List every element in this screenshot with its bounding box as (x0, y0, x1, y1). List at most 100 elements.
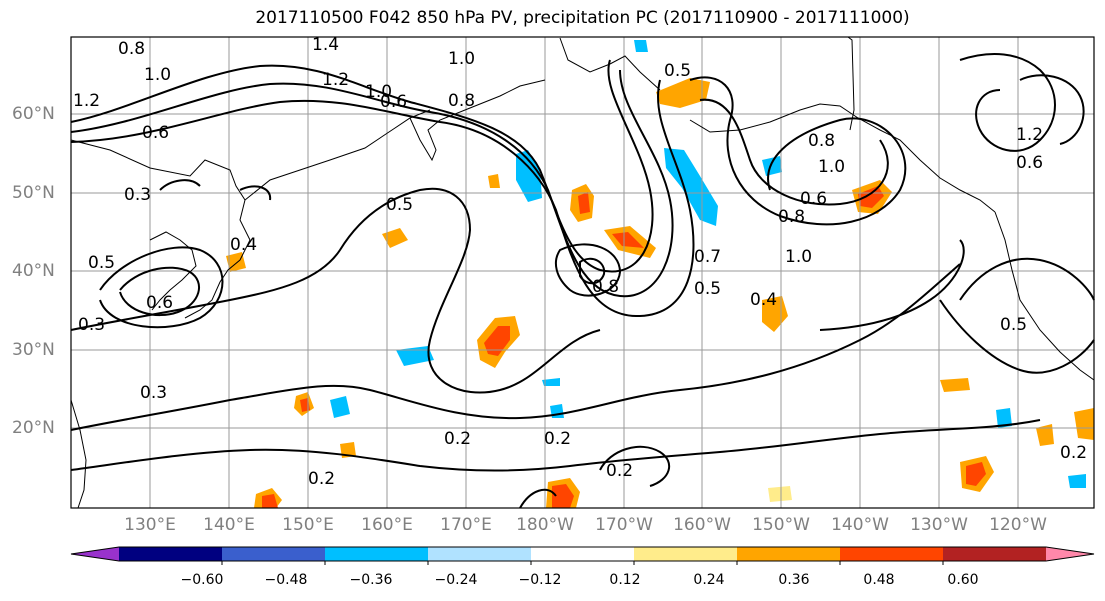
colorbar-tick-label: −0.24 (434, 572, 478, 588)
colorbar-segment (119, 547, 223, 561)
contour-label: 0.2 (1060, 443, 1087, 463)
contour-label: 0.5 (386, 195, 413, 215)
contour-label: 0.6 (146, 293, 173, 313)
colorbar-tick-label: 0.36 (778, 572, 810, 588)
contour-label: 0.6 (1016, 153, 1043, 173)
contour-labels: 1.4 1.0 1.2 0.8 1.0 0.6 1.2 0.8 1.0 0.6 … (73, 35, 1087, 489)
precip-positive-patch (578, 192, 590, 214)
lat-label: 20°N (12, 418, 55, 438)
plot-title: 2017110500 F042 850 hPa PV, precipitatio… (255, 8, 910, 28)
colorbar-tick-label: −0.12 (518, 572, 562, 588)
colorbar-extend-min (71, 547, 119, 561)
precip-positive-patch (940, 378, 970, 392)
contour-label: 1.2 (1016, 125, 1043, 145)
colorbar-tick-label: 0.12 (609, 572, 641, 588)
precip-positive-patch (382, 228, 408, 248)
precip-negative-patch (762, 156, 782, 176)
contour-label: 1.0 (818, 157, 845, 177)
contour-label: 0.6 (142, 123, 169, 143)
precip-positive-patch (262, 494, 278, 508)
colorbar-tick-label: −0.36 (349, 572, 393, 588)
colorbar-segment (634, 547, 738, 561)
precip-positive-patch (966, 462, 986, 486)
precip-positive-patch (656, 78, 710, 108)
contour-label: 0.4 (750, 290, 777, 310)
contour-label: 0.5 (694, 279, 721, 299)
lon-label: 130°E (124, 515, 176, 535)
precip-positive-patch (858, 186, 884, 208)
colorbar-tick-label: 0.60 (947, 572, 979, 588)
contour-label: 1.0 (448, 49, 475, 69)
contour-label: 0.7 (694, 247, 721, 267)
colorbar-segment (325, 547, 429, 561)
contour-label: 0.2 (308, 469, 335, 489)
contour-label: 1.0 (365, 82, 392, 102)
precip-negative-patch (330, 396, 350, 418)
colorbar-segment (222, 547, 326, 561)
contour-label: 0.8 (778, 207, 805, 227)
precip-positive-patch (552, 484, 574, 508)
precip-positive-patch (1036, 424, 1054, 446)
lon-label: 140°E (203, 515, 255, 535)
precip-positive-patch (484, 326, 510, 356)
map-frame (70, 36, 1095, 509)
contour-label: 1.0 (785, 247, 812, 267)
contour-label: 0.5 (88, 253, 115, 273)
contour-label: 0.3 (140, 383, 167, 403)
contour-label: 0.8 (808, 131, 835, 151)
colorbar-segment (531, 547, 635, 561)
lon-label: 160°E (361, 515, 413, 535)
precip-negative-patch (396, 346, 434, 366)
colorbar-segment (737, 547, 841, 561)
pv-contours (70, 53, 1095, 509)
colorbar-segment (428, 547, 532, 561)
contour-label: 0.5 (1000, 315, 1027, 335)
lon-label: 140°W (831, 515, 889, 535)
colorbar-extend-max (1046, 547, 1094, 561)
lon-label: 120°W (989, 515, 1047, 535)
contour-label: 0.8 (118, 39, 145, 59)
lon-label: 170°W (595, 515, 653, 535)
lat-label: 60°N (12, 104, 55, 124)
lon-label: 180°W (516, 515, 574, 535)
precip-positive-patch (488, 174, 500, 188)
contour-label: 0.5 (664, 61, 691, 81)
precip-negative-patch (542, 378, 560, 386)
contour-label: 0.6 (800, 189, 827, 209)
lon-label: 150°W (752, 515, 810, 535)
contour-label: 1.2 (322, 70, 349, 90)
contour-label: 0.3 (78, 315, 105, 335)
contour-label: 0.8 (592, 277, 619, 297)
precip-negative-patch (634, 40, 648, 52)
contour-label: 0.3 (124, 185, 151, 205)
contour-label: 1.2 (73, 91, 100, 111)
colorbar-tick-label: −0.48 (264, 572, 308, 588)
contour-label: 1.0 (144, 65, 171, 85)
colorbar-segment (840, 547, 944, 561)
precip-negative-patch (996, 408, 1012, 428)
lat-label: 50°N (12, 183, 55, 203)
contour-label: 0.2 (444, 429, 471, 449)
lat-label: 30°N (12, 340, 55, 360)
lon-label: 170°E (440, 515, 492, 535)
colorbar (70, 546, 1095, 565)
colorbar-segment (943, 547, 1047, 561)
contour-label: 0.2 (606, 461, 633, 481)
colorbar-tick-label: 0.24 (693, 572, 725, 588)
contour-label: 1.4 (312, 35, 339, 55)
contour-label: 0.4 (230, 235, 257, 255)
precip-shading (226, 40, 1094, 508)
lon-label: 130°W (910, 515, 968, 535)
precip-positive-patch (768, 486, 792, 502)
lon-label: 160°W (673, 515, 731, 535)
precip-positive-patch (612, 232, 644, 248)
colorbar-tick-label: 0.48 (863, 572, 895, 588)
precip-negative-patch (1068, 474, 1086, 488)
colorbar-tick-label: −0.60 (180, 572, 224, 588)
colorbar-outline (70, 546, 1095, 562)
lat-label: 40°N (12, 261, 55, 281)
precip-positive-patch (1074, 408, 1094, 440)
lon-label: 150°E (282, 515, 334, 535)
contour-label: 0.8 (448, 91, 475, 111)
